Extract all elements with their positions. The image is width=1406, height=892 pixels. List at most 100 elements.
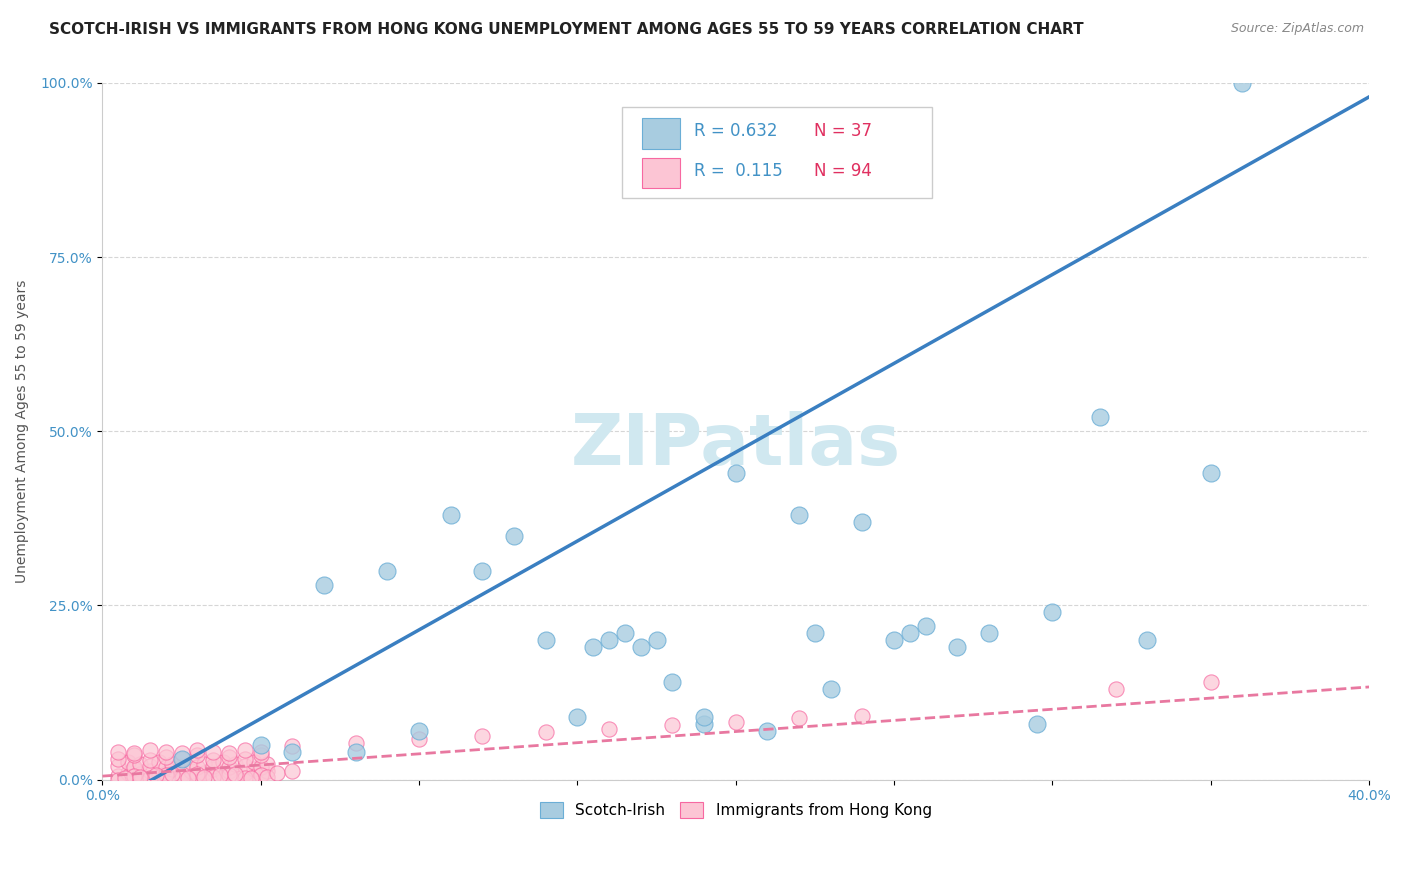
Text: N = 37: N = 37 (814, 122, 872, 140)
Point (218, 750, 240, 764)
Point (208, 768, 231, 782)
Point (266, 765, 288, 780)
Point (281, 739, 304, 754)
Point (117, 765, 139, 780)
FancyBboxPatch shape (643, 158, 681, 188)
Point (249, 767, 271, 781)
Point (170, 767, 193, 781)
Point (155, 765, 177, 780)
Point (186, 769, 208, 783)
Point (122, 760, 145, 774)
FancyBboxPatch shape (621, 107, 932, 198)
Point (186, 767, 208, 781)
Point (107, 745, 129, 759)
Point (148, 755, 170, 769)
Point (820, 681, 842, 696)
Point (344, 745, 367, 759)
Point (1232, 76, 1254, 90)
Point (218, 760, 240, 774)
Point (281, 745, 304, 759)
Text: SCOTCH-IRISH VS IMMIGRANTS FROM HONG KONG UNEMPLOYMENT AMONG AGES 55 TO 59 YEARS: SCOTCH-IRISH VS IMMIGRANTS FROM HONG KON… (49, 22, 1084, 37)
Point (170, 752, 193, 766)
Point (122, 762, 145, 776)
Point (233, 771, 256, 785)
Point (898, 626, 921, 640)
Point (979, 626, 1001, 640)
Point (155, 745, 177, 759)
Point (160, 762, 183, 776)
Point (155, 768, 177, 782)
Point (756, 723, 779, 738)
Point (249, 738, 271, 752)
Point (471, 730, 494, 744)
Point (724, 715, 747, 730)
Point (851, 708, 873, 723)
Point (155, 750, 177, 764)
Point (1199, 675, 1222, 690)
Point (211, 767, 233, 781)
Point (804, 626, 827, 640)
Legend: Scotch-Irish, Immigrants from Hong Kong: Scotch-Irish, Immigrants from Hong Kong (534, 796, 938, 824)
Point (243, 762, 266, 776)
Point (177, 771, 200, 785)
Point (233, 765, 256, 780)
Point (377, 564, 399, 578)
Text: N = 94: N = 94 (814, 162, 872, 180)
Point (170, 746, 193, 760)
Point (693, 710, 716, 724)
Point (139, 771, 162, 785)
Y-axis label: Unemployment Among Ages 55 to 59 years: Unemployment Among Ages 55 to 59 years (15, 279, 30, 583)
Point (883, 633, 905, 648)
Point (503, 529, 526, 543)
Point (661, 718, 683, 732)
Point (145, 768, 167, 782)
Point (724, 466, 747, 480)
Point (1105, 681, 1128, 696)
Point (281, 764, 304, 779)
Point (160, 757, 183, 772)
Point (160, 767, 183, 781)
Point (598, 633, 620, 648)
Point (202, 745, 225, 759)
Point (107, 772, 129, 787)
Point (240, 771, 263, 785)
Point (129, 757, 152, 772)
Point (851, 515, 873, 529)
Point (314, 577, 336, 591)
Point (148, 769, 170, 783)
Point (122, 746, 145, 760)
Point (129, 767, 152, 781)
Point (193, 765, 215, 780)
Point (186, 743, 208, 757)
Point (233, 758, 256, 772)
Text: ZIPatlas: ZIPatlas (571, 410, 901, 480)
Point (218, 768, 240, 782)
Point (202, 758, 225, 772)
Point (224, 767, 246, 781)
Point (440, 508, 463, 522)
Point (233, 752, 256, 766)
Point (249, 768, 271, 782)
Point (117, 755, 139, 769)
Point (186, 748, 208, 763)
Point (661, 675, 683, 690)
Point (1199, 466, 1222, 480)
Point (1042, 606, 1064, 620)
Text: Source: ZipAtlas.com: Source: ZipAtlas.com (1230, 22, 1364, 36)
Point (122, 769, 145, 783)
Point (170, 758, 193, 772)
Point (202, 762, 225, 776)
Point (1088, 410, 1111, 425)
Point (218, 746, 240, 760)
Point (630, 640, 652, 655)
Point (256, 757, 278, 772)
Point (186, 760, 208, 774)
Point (218, 764, 240, 779)
Point (193, 757, 215, 772)
Point (139, 743, 162, 757)
Point (1025, 717, 1047, 731)
Point (598, 723, 620, 737)
Point (202, 753, 225, 767)
Point (107, 758, 129, 772)
Point (408, 732, 430, 747)
